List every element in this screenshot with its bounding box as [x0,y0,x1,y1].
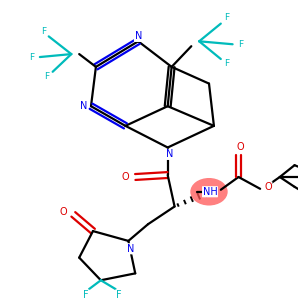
Text: N: N [134,32,142,41]
Text: NH: NH [202,187,217,197]
Text: N: N [166,149,173,159]
Text: O: O [122,172,129,182]
Text: O: O [60,207,67,218]
Text: F: F [238,40,243,49]
Text: F: F [83,290,89,300]
Text: N: N [80,101,88,111]
Text: F: F [224,59,229,68]
Text: F: F [29,52,34,62]
Text: O: O [264,182,272,192]
Text: F: F [116,290,121,300]
Text: O: O [237,142,244,152]
Text: F: F [41,27,46,36]
Text: F: F [44,72,49,81]
Text: F: F [224,13,229,22]
Ellipse shape [190,178,228,206]
Text: N: N [127,244,134,254]
